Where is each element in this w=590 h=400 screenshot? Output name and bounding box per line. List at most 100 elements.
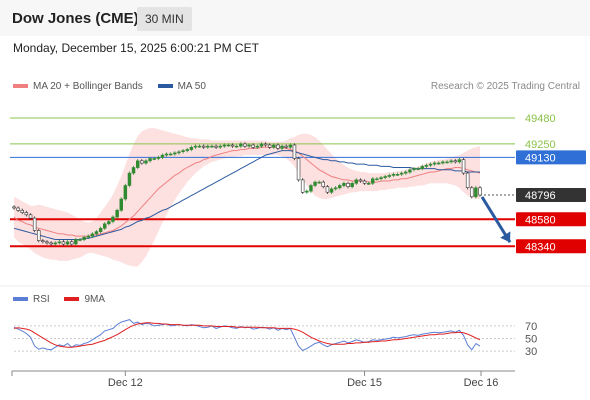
candle xyxy=(276,144,280,149)
legend-label-ma20: MA 20 + Bollinger Bands xyxy=(33,81,143,92)
candle xyxy=(45,241,49,244)
candle xyxy=(329,188,334,193)
candle xyxy=(181,150,185,153)
legend-item-rsi: RSI xyxy=(13,294,50,305)
candle xyxy=(424,165,429,167)
timeframe-button[interactable]: 30 MIN xyxy=(137,7,192,31)
candle xyxy=(457,159,462,163)
candle xyxy=(243,143,247,147)
candle xyxy=(325,186,330,193)
candle xyxy=(49,242,53,245)
candle xyxy=(383,176,387,178)
candle xyxy=(239,143,243,147)
candle xyxy=(403,171,408,174)
candle xyxy=(202,145,206,148)
candle xyxy=(148,158,152,162)
candle xyxy=(107,221,111,225)
candle xyxy=(189,147,194,150)
x-axis-tick-label: Dec 15 xyxy=(347,377,382,389)
candle xyxy=(354,179,358,184)
candle xyxy=(267,144,272,148)
projection-arrow-head xyxy=(500,231,511,243)
candle xyxy=(20,210,24,213)
candle xyxy=(119,198,124,211)
candle xyxy=(185,149,190,151)
candle xyxy=(173,152,177,155)
candle xyxy=(263,143,268,146)
candle xyxy=(24,212,29,216)
candle xyxy=(28,214,33,219)
candle xyxy=(292,144,297,159)
level-label: 49480 xyxy=(525,113,556,125)
candle xyxy=(305,190,309,193)
candle xyxy=(284,145,288,148)
price-tag-label: 48796 xyxy=(525,190,556,202)
candle xyxy=(445,161,449,164)
candle xyxy=(103,223,107,229)
candle xyxy=(32,217,37,231)
candle xyxy=(272,144,276,148)
candle xyxy=(333,187,338,190)
rsi-swatch xyxy=(13,297,28,302)
candle xyxy=(379,177,383,180)
candle xyxy=(152,158,157,160)
level-label: 49250 xyxy=(525,139,556,151)
candle xyxy=(313,181,317,186)
candle xyxy=(214,145,218,148)
candle xyxy=(41,240,45,243)
price-tag-label: 48340 xyxy=(525,241,556,253)
candle xyxy=(197,145,202,148)
candle xyxy=(465,172,470,189)
candle xyxy=(288,144,293,148)
instrument-title: Dow Jones (CME) xyxy=(12,10,139,27)
9ma-swatch xyxy=(64,297,80,302)
price-tag xyxy=(516,150,586,165)
candles xyxy=(12,142,482,246)
candle xyxy=(78,239,82,241)
candle xyxy=(309,185,313,192)
rsi-level-label: 30 xyxy=(525,346,537,358)
candle xyxy=(391,174,396,176)
x-axis-tick-label: Dec 16 xyxy=(464,377,499,389)
price-tag-label: 48580 xyxy=(525,214,556,226)
candle xyxy=(441,161,445,164)
rsi-legend: RSI 9MA xyxy=(13,294,117,305)
candle xyxy=(156,157,161,159)
candle xyxy=(259,143,264,147)
candle xyxy=(432,162,437,165)
candle xyxy=(350,183,354,188)
candle xyxy=(53,242,57,245)
legend-item-ma20: MA 20 + Bollinger Bands xyxy=(13,81,143,92)
candle xyxy=(366,183,371,185)
candle xyxy=(16,207,20,211)
candle xyxy=(131,167,136,174)
candle xyxy=(251,144,255,148)
candle xyxy=(370,178,375,184)
candle xyxy=(387,175,391,177)
candle xyxy=(193,145,198,148)
candle xyxy=(408,169,412,173)
candle xyxy=(296,158,301,181)
candle xyxy=(57,241,62,244)
candle xyxy=(160,154,165,158)
ma20-swatch xyxy=(13,84,28,89)
candle xyxy=(362,180,367,184)
candle xyxy=(210,145,214,148)
candle xyxy=(74,239,78,245)
candle xyxy=(70,241,74,245)
legend-item-9ma: 9MA xyxy=(64,294,105,305)
legend-label-ma50: MA 50 xyxy=(177,81,206,92)
timestamp: Monday, December 15, 2025 6:00:21 PM CET xyxy=(13,41,259,55)
candle xyxy=(226,144,231,147)
legend-item-ma50: MA 50 xyxy=(157,81,206,92)
candle xyxy=(36,230,41,241)
candle xyxy=(317,181,321,184)
candle xyxy=(234,145,239,148)
candle xyxy=(412,168,416,171)
candle xyxy=(123,185,128,200)
bollinger-band-fill xyxy=(14,128,480,267)
candle xyxy=(82,237,86,240)
candle xyxy=(127,172,132,186)
